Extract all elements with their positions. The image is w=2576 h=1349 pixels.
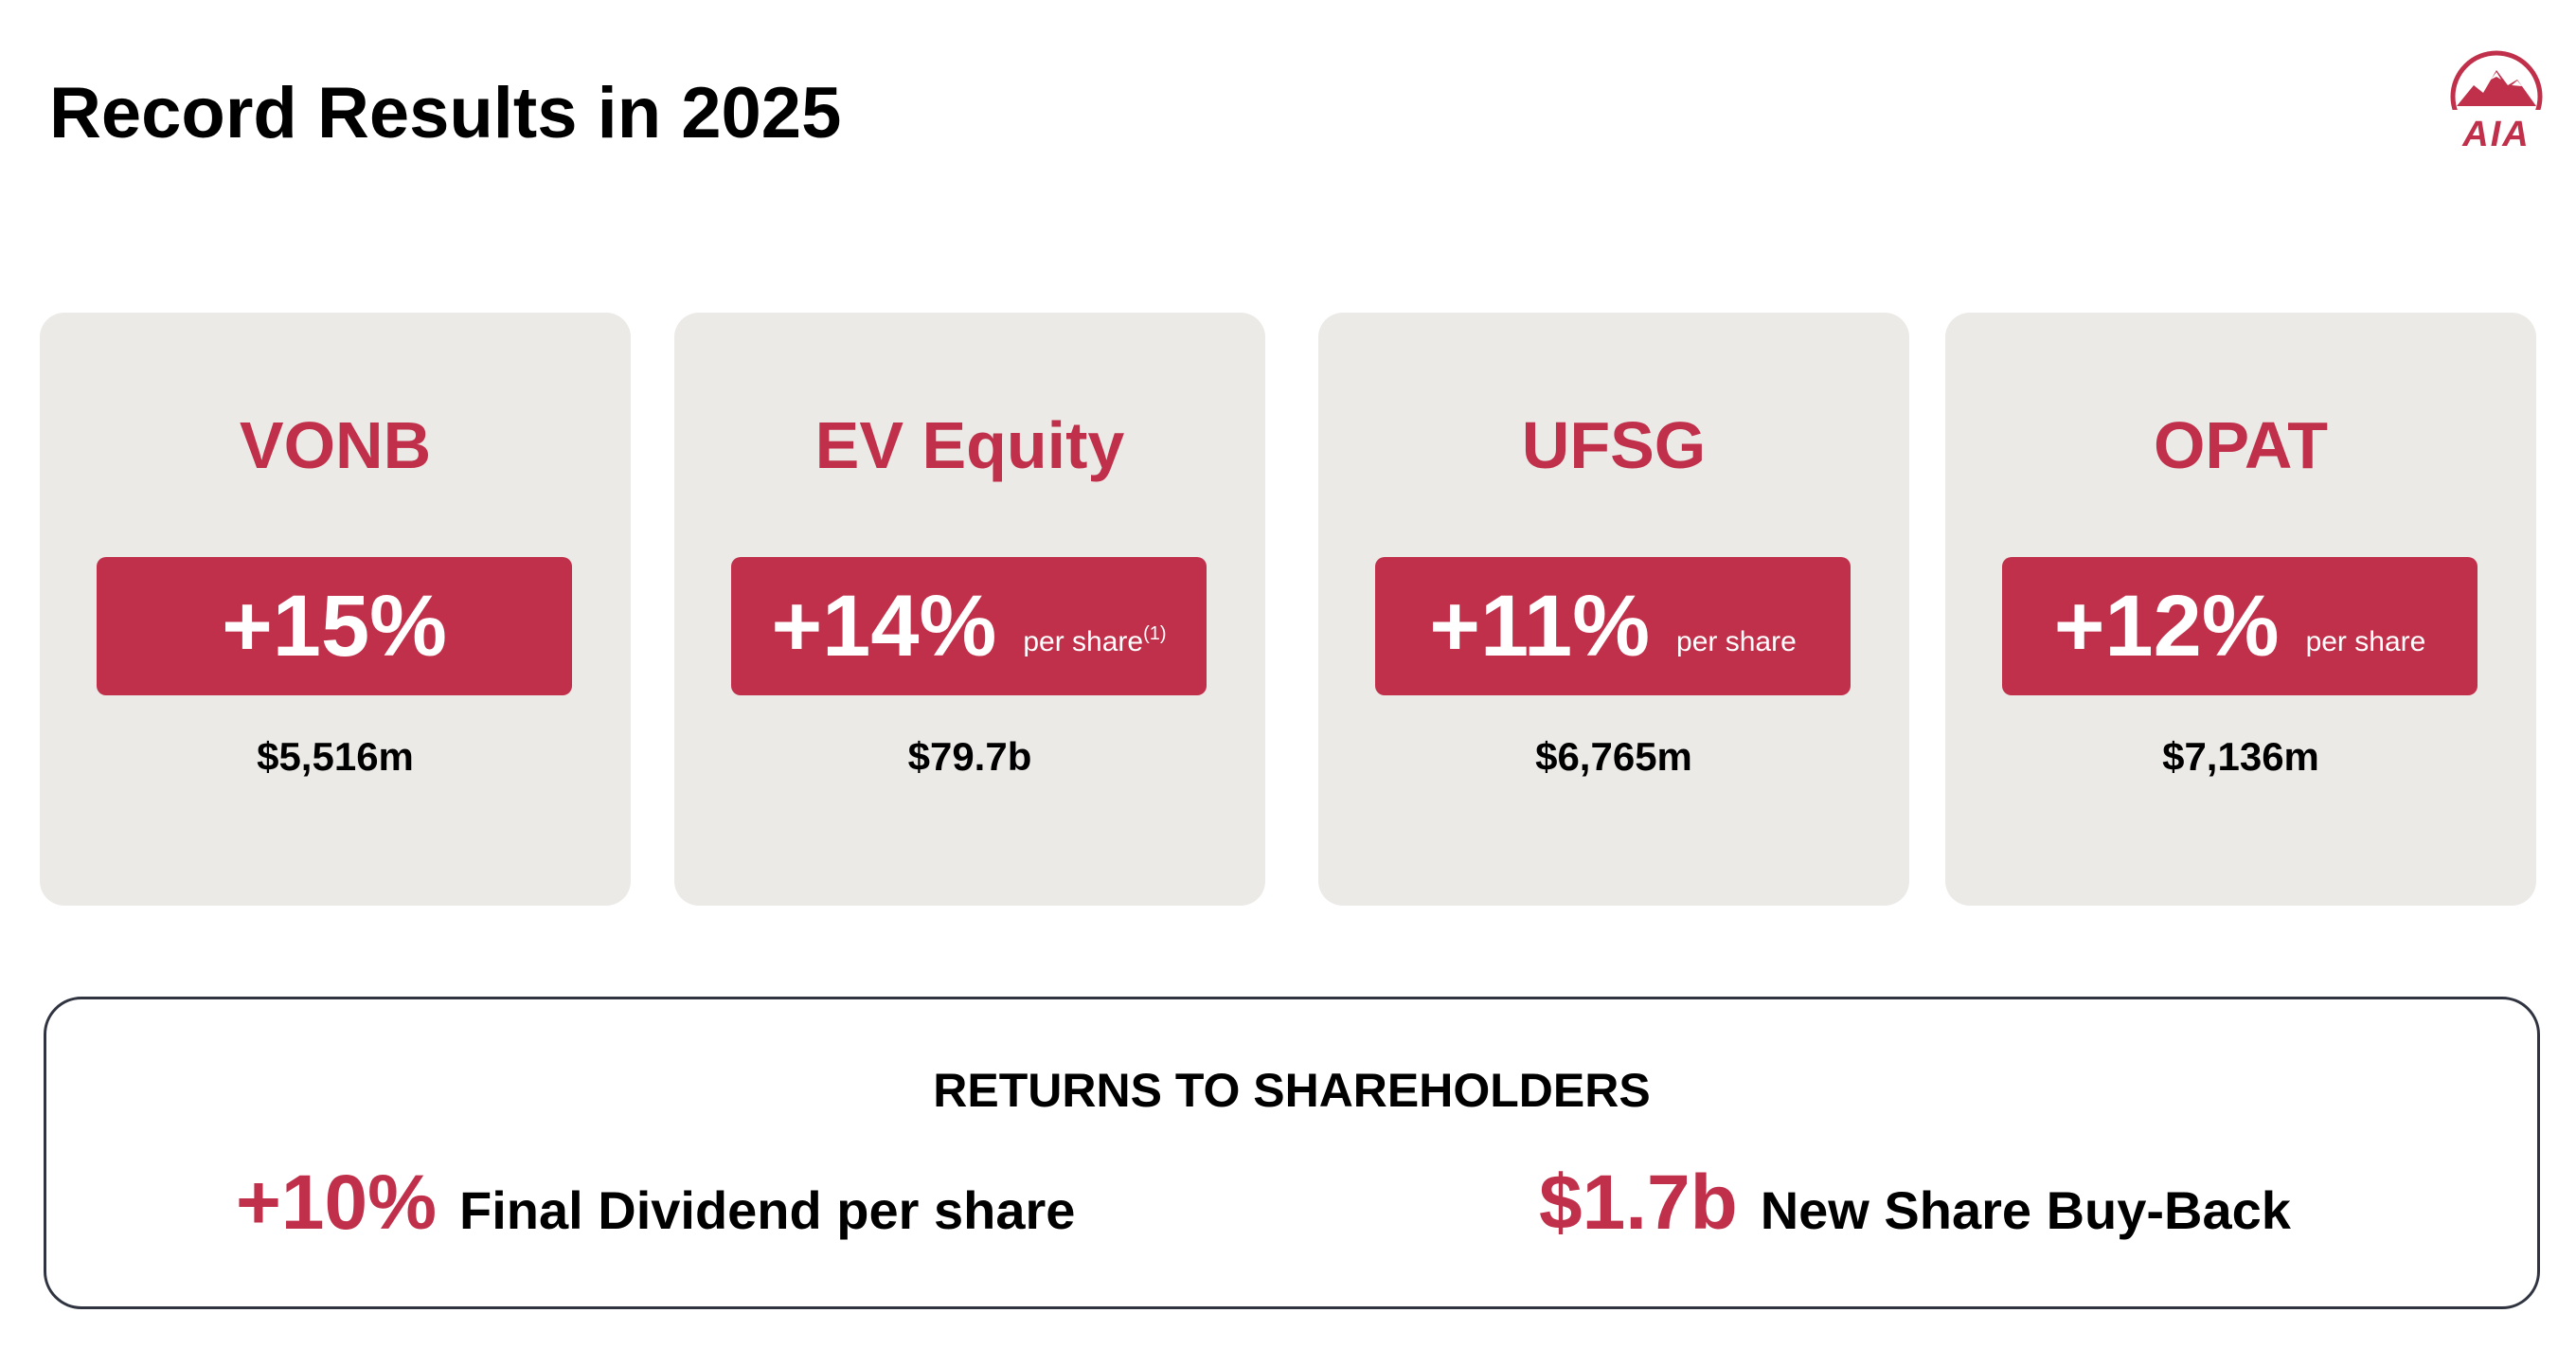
footnote-marker: (1) — [1143, 623, 1167, 644]
return-value: $1.7b — [1539, 1160, 1738, 1246]
metric-change-badge: +11% per share — [1375, 557, 1851, 695]
metric-card-title: EV Equity — [814, 408, 1125, 482]
metric-change-suffix: per share(1) — [1023, 624, 1166, 657]
metric-change-suffix-text: per share — [1023, 626, 1144, 657]
return-item-buyback: $1.7b New Share Buy-Back — [1539, 1160, 2291, 1253]
metric-change-badge: +12% per share — [2002, 557, 2478, 695]
logo-wordmark: AIA — [2461, 115, 2530, 154]
metric-card-ufsg: UFSG +11% per share $6,765m — [1318, 313, 1909, 906]
metric-card-value: $6,765m — [1535, 734, 1692, 779]
metric-change-suffix: per share — [1676, 626, 1797, 657]
metric-card-title: OPAT — [2153, 408, 2329, 482]
metric-card-opat: OPAT +12% per share $7,136m — [1945, 313, 2536, 906]
return-label: Final Dividend per share — [459, 1180, 1076, 1240]
aia-logo: AIA — [2442, 47, 2551, 157]
metric-card-value: $5,516m — [257, 734, 414, 779]
aia-logo-icon: AIA — [2450, 50, 2543, 154]
metric-change-badge: +14% per share(1) — [731, 557, 1207, 695]
metric-card-value: $79.7b — [907, 734, 1032, 779]
return-item-dividend: +10% Final Dividend per share — [236, 1160, 1075, 1253]
metric-card-ev-equity: EV Equity +14% per share(1) $79.7b — [674, 313, 1265, 906]
metric-change-value: +15% — [222, 578, 447, 674]
return-label: New Share Buy-Back — [1760, 1180, 2291, 1240]
returns-to-shareholders-panel: RETURNS TO SHAREHOLDERS +10% Final Divid… — [44, 997, 2540, 1309]
metric-card-value: $7,136m — [2162, 734, 2319, 779]
metric-change-badge: +15% — [97, 557, 572, 695]
metric-card-vonb: VONB +15% $5,516m — [40, 313, 631, 906]
page-title: Record Results in 2025 — [49, 73, 842, 153]
metric-card-title: UFSG — [1521, 408, 1707, 482]
returns-title: RETURNS TO SHAREHOLDERS — [933, 1064, 1651, 1117]
return-value: +10% — [236, 1160, 438, 1246]
metric-change-value: +14% — [771, 578, 997, 674]
metric-change-value: +12% — [2053, 578, 2280, 674]
metric-card-title: VONB — [239, 408, 432, 482]
metric-change-value: +11% — [1429, 578, 1651, 674]
metric-change-suffix: per share — [2305, 626, 2426, 657]
